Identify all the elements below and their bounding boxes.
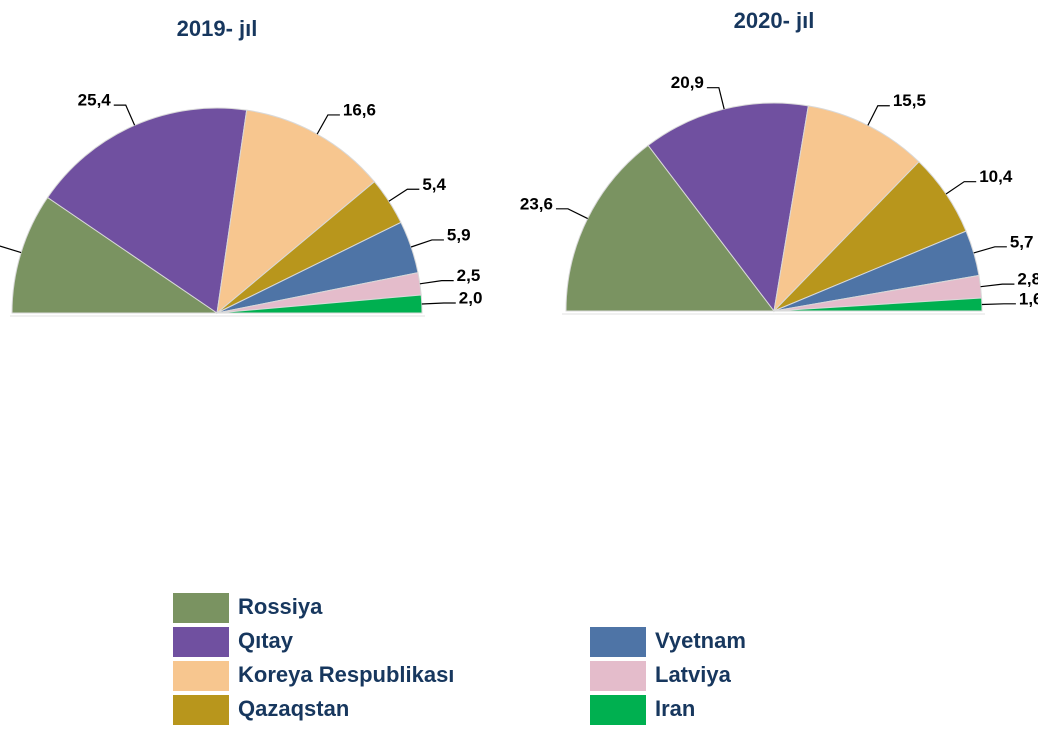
leader-line [419,280,454,285]
legend-label: Vyetnam [655,628,746,653]
data-label: 23,6 [520,194,553,213]
data-label: 2,5 [457,266,481,285]
legend-label: Rossiya [238,594,323,619]
leader-line [980,283,1015,288]
legend-swatch [590,627,646,657]
chart-title: 2019- jıl [177,16,258,41]
legend-swatch [173,695,229,725]
legend-label: Koreya Respublikası [238,662,454,687]
leader-line [113,104,136,126]
legend-label: Latviya [655,662,732,687]
data-label: 10,4 [979,167,1013,186]
legend-label: Qazaqstan [238,696,349,721]
legend-label: Iran [655,696,695,721]
leader-line [388,188,420,202]
pie-slice [11,196,219,314]
legend-label: Qıtay [238,628,294,653]
legend-swatch [590,661,646,691]
chart-title: 2020- jıl [734,8,815,33]
data-label: 25,4 [78,91,112,110]
data-label: 5,4 [422,175,446,194]
data-label: 1,6 [1019,289,1038,308]
data-label: 15,5 [893,91,926,110]
leader-line [421,302,456,305]
pie-slice [647,102,809,313]
leader-line [0,245,22,254]
data-label: 2,0 [459,288,483,307]
legend-swatch [173,661,229,691]
leader-line [973,246,1007,254]
pie-slice [773,105,920,313]
legend-swatch [173,593,229,623]
pie-slice [216,109,376,315]
leader-line [410,239,444,248]
data-label: 16,6 [343,100,376,119]
data-label: 5,9 [447,225,471,244]
legend-swatch [590,695,646,725]
leader-line [867,105,890,126]
data-label: 20,9 [671,73,704,92]
leader-line [555,208,588,220]
data-label: 2,8 [1017,270,1038,289]
leader-line [981,303,1016,306]
leader-line [706,87,725,110]
legend-swatch [173,627,229,657]
leader-line [316,114,340,135]
leader-line [945,181,977,195]
data-label: 5,7 [1010,232,1034,251]
